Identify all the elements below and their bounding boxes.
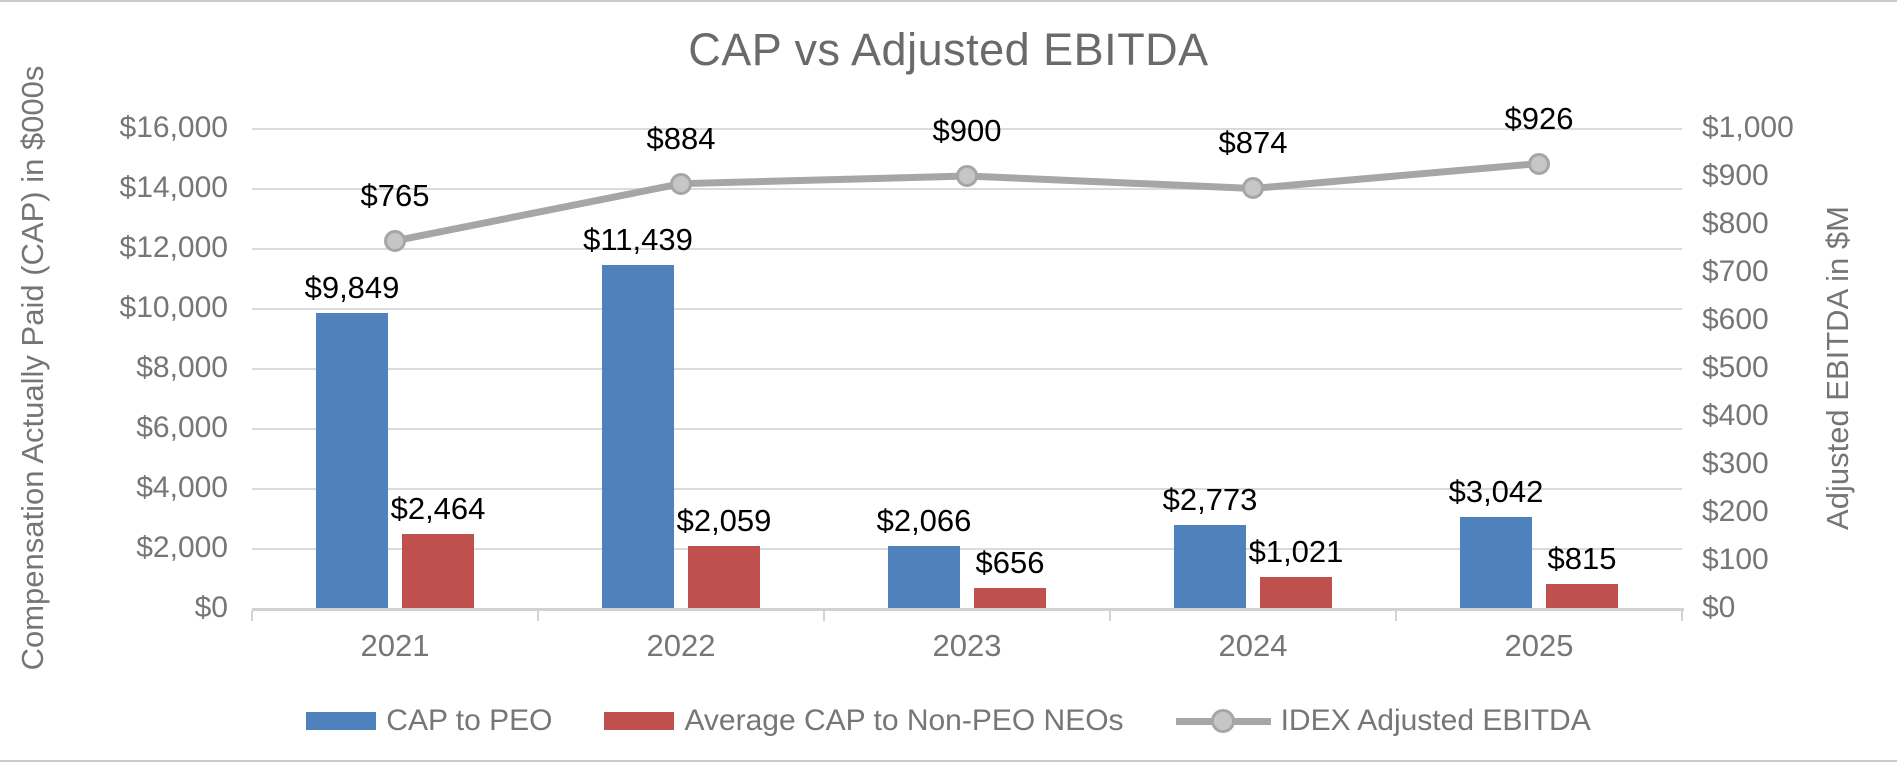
gridline (252, 248, 1682, 250)
line-marker (670, 172, 692, 195)
bar-avg-cap-non-peo-neos (402, 534, 474, 608)
y-axis-tick-label-right: $900 (1702, 159, 1769, 192)
line-data-label: $926 (1504, 100, 1574, 136)
y-axis-tick-label-right: $200 (1702, 495, 1769, 528)
gridline (252, 548, 1682, 550)
y-axis-tick-label-left: $14,000 (119, 171, 228, 204)
y-axis-tick-label-left: $0 (194, 591, 228, 624)
x-axis-tick (823, 611, 825, 621)
line-data-label: $884 (646, 120, 716, 156)
line-marker (956, 165, 978, 187)
legend-label: IDEX Adjusted EBITDA (1280, 704, 1591, 737)
legend-bar-swatch-icon (306, 712, 377, 730)
bar-avg-cap-non-peo-neos (688, 546, 760, 608)
legend-label: Average CAP to Non-PEO NEOs (684, 704, 1124, 737)
right-axis-title: Adjusted EBITDA in $M (1820, 206, 1855, 530)
legend-item-avg-cap-non-peo: Average CAP to Non-PEO NEOs (604, 704, 1124, 738)
x-axis-tick (251, 611, 253, 621)
y-axis-tick-label-left: $2,000 (136, 531, 228, 564)
gridline (252, 128, 1682, 130)
gridline (252, 488, 1682, 490)
line-marker (1242, 177, 1264, 200)
y-axis-tick-label-right: $100 (1702, 543, 1769, 576)
legend-line-dot (1211, 709, 1236, 733)
y-axis-tick-label-right: $400 (1702, 399, 1769, 432)
bar-data-label: $2,059 (676, 503, 772, 539)
legend-bar-swatch-icon (604, 712, 675, 730)
chart-border-top (0, 0, 1897, 2)
bar-data-label: $1,021 (1248, 534, 1344, 570)
legend-label: CAP to PEO (386, 704, 553, 737)
x-axis-category-label: 2022 (646, 628, 716, 663)
gridline (252, 368, 1682, 370)
x-axis-category-label: 2025 (1504, 628, 1574, 663)
y-axis-tick-label-left: $8,000 (136, 351, 228, 384)
legend-item-ebitda-line: IDEX Adjusted EBITDA (1175, 704, 1591, 738)
bar-avg-cap-non-peo-neos (1546, 583, 1618, 608)
y-axis-tick-label-right: $1,000 (1702, 111, 1794, 144)
ebitda-line-layer (394, 160, 1540, 245)
x-axis-tick (1109, 611, 1111, 621)
bar-data-label: $11,439 (583, 221, 693, 257)
legend-item-cap-to-peo: CAP to PEO (306, 704, 552, 738)
line-data-label: $874 (1218, 125, 1288, 161)
bar-data-label: $9,849 (304, 269, 400, 305)
gridline (252, 308, 1682, 310)
bar-data-label: $2,066 (876, 503, 972, 539)
y-axis-tick-label-right: $800 (1702, 207, 1769, 240)
chart-title: CAP vs Adjusted EBITDA (688, 24, 1209, 75)
x-axis-tick (537, 611, 539, 621)
line-data-label: $765 (360, 177, 430, 213)
y-axis-tick-label-left: $12,000 (119, 231, 228, 264)
bar-cap-to-peo (316, 312, 388, 608)
bar-data-label: $815 (1547, 540, 1617, 576)
line-marker (1528, 152, 1550, 175)
x-axis-tick (1681, 611, 1683, 621)
y-axis-tick-label-right: $600 (1702, 303, 1769, 336)
x-axis-category-label: 2023 (932, 628, 1002, 663)
y-axis-tick-label-right: $0 (1702, 591, 1736, 624)
x-axis-category-label: 2021 (360, 628, 430, 663)
bar-avg-cap-non-peo-neos (974, 588, 1046, 608)
line-data-label: $900 (932, 113, 1002, 148)
line-marker (384, 229, 406, 252)
legend-line-marker-icon (1175, 708, 1271, 734)
gridline (252, 188, 1682, 190)
bar-cap-to-peo (888, 546, 960, 608)
bar-cap-to-peo (1460, 516, 1532, 608)
x-axis-line (252, 608, 1684, 611)
y-axis-tick-label-left: $6,000 (136, 411, 228, 444)
chart-legend: CAP to PEO Average CAP to Non-PEO NEOs IDE… (0, 704, 1897, 738)
bar-data-label: $2,773 (1162, 481, 1258, 517)
x-axis-category-label: 2024 (1218, 628, 1288, 663)
y-axis-tick-label-right: $700 (1702, 255, 1769, 288)
y-axis-tick-label-right: $300 (1702, 447, 1769, 480)
bar-data-label: $3,042 (1448, 473, 1544, 509)
bar-data-label: $656 (975, 545, 1045, 581)
bar-avg-cap-non-peo-neos (1260, 577, 1332, 608)
y-axis-tick-label-left: $4,000 (136, 471, 228, 504)
bar-cap-to-peo (1174, 524, 1246, 608)
y-axis-tick-label-left: $16,000 (119, 111, 228, 144)
bar-data-label: $2,464 (390, 491, 486, 527)
y-axis-tick-label-right: $500 (1702, 351, 1769, 384)
x-axis-tick (1395, 611, 1397, 621)
gridline (252, 428, 1682, 430)
chart-border-bottom (0, 760, 1897, 762)
bar-cap-to-peo (602, 264, 674, 608)
y-axis-tick-label-left: $10,000 (119, 291, 228, 324)
